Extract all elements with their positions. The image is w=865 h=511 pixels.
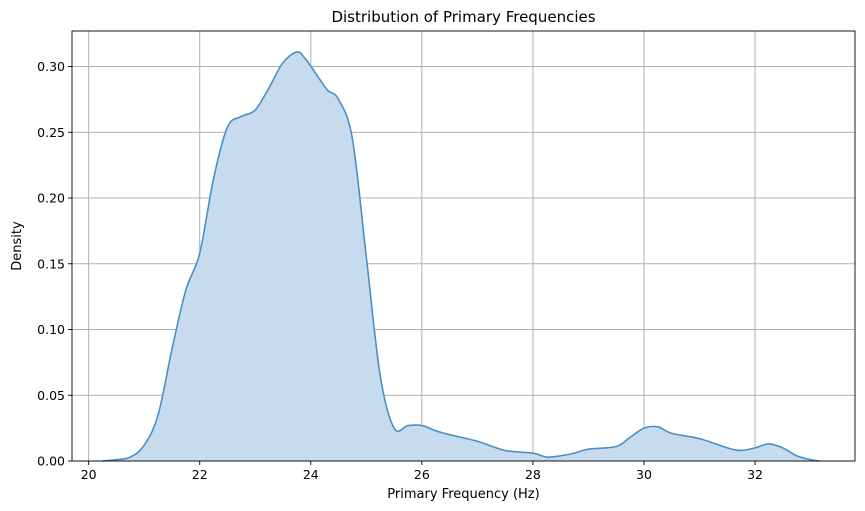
plot-frame [71, 30, 856, 462]
y-tick-label: 0.00 [37, 454, 65, 469]
x-tick-label: 22 [192, 467, 208, 482]
x-tick-label: 30 [636, 467, 652, 482]
density-fill-area [102, 51, 819, 462]
x-tick-label: 32 [747, 467, 763, 482]
y-tick-label: 0.20 [37, 191, 65, 206]
y-tick-label: 0.05 [37, 388, 65, 403]
x-tick-label: 20 [81, 467, 97, 482]
y-tick-label: 0.25 [37, 125, 65, 140]
x-tick-label: 24 [303, 467, 319, 482]
y-tick-label: 0.15 [37, 256, 65, 271]
y-tick-label: 0.10 [37, 322, 65, 337]
y-tick-label: 0.30 [37, 59, 65, 74]
x-axis-ticks: 20 22 24 26 28 30 32 [81, 461, 763, 482]
density-curve-line [102, 51, 820, 462]
y-axis-ticks: 0.00 0.05 0.10 0.15 0.20 0.25 0.30 [37, 59, 72, 469]
y-axis-title: Density [10, 221, 25, 271]
x-tick-label: 28 [525, 467, 541, 482]
x-axis-title: Primary Frequency (Hz) [387, 487, 539, 502]
x-tick-label: 26 [414, 467, 430, 482]
chart-title: Distribution of Primary Frequencies [331, 8, 595, 26]
